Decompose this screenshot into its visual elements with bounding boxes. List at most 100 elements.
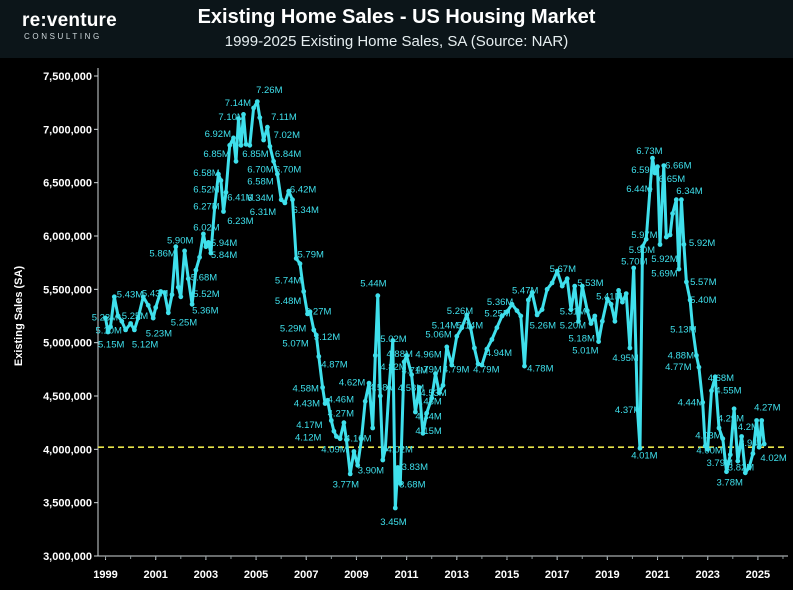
data-label: 4.77M <box>665 362 691 373</box>
data-point <box>631 265 637 271</box>
data-label: 3.82M <box>728 463 754 474</box>
data-label: 4.34M <box>415 411 441 422</box>
y-tick-label: 7,000,000 <box>43 124 92 136</box>
data-point <box>271 158 276 164</box>
data-label: 4.88M <box>668 351 694 362</box>
data-label: 5.97M <box>631 230 657 241</box>
data-label: 3.79M <box>707 458 733 469</box>
x-tick-label: 2005 <box>244 569 268 581</box>
data-point <box>509 301 515 307</box>
data-point <box>616 288 621 293</box>
data-point <box>223 189 229 195</box>
data-point <box>257 115 263 120</box>
data-label: 3.45M <box>380 517 406 528</box>
data-point <box>440 382 446 388</box>
data-label: 5.14M <box>457 321 483 332</box>
data-point <box>724 469 729 475</box>
data-point <box>197 254 203 260</box>
data-point <box>643 236 649 242</box>
data-point <box>623 291 629 296</box>
data-point <box>265 124 270 130</box>
data-label: 6.84M <box>275 149 301 160</box>
data-label: 5.12M <box>314 332 340 343</box>
data-label: 6.27M <box>193 202 219 213</box>
data-point <box>696 364 702 370</box>
data-point <box>178 294 184 300</box>
data-point <box>499 313 505 319</box>
data-label: 4.78M <box>527 363 553 374</box>
data-point <box>366 380 372 386</box>
data-point <box>750 451 756 456</box>
data-point <box>397 481 403 486</box>
data-point <box>227 142 233 148</box>
data-label: 7.14M <box>225 98 251 109</box>
data-point <box>307 309 313 315</box>
data-label: 4.96M <box>415 349 441 360</box>
data-point <box>712 374 718 380</box>
data-label: 5.94M <box>211 238 237 249</box>
x-tick-label: 1999 <box>93 569 117 581</box>
data-point <box>539 307 545 312</box>
data-point <box>549 280 555 286</box>
data-point <box>150 315 156 321</box>
data-point <box>720 436 726 442</box>
data-label: 4.48M <box>415 396 441 407</box>
data-label: 6.58M <box>193 168 219 179</box>
logo-subtitle: CONSULTING <box>24 32 102 41</box>
data-point <box>588 321 594 326</box>
data-label: 4.87M <box>321 360 347 371</box>
data-point <box>416 385 422 390</box>
data-label: 3.68M <box>399 480 425 491</box>
data-label: 5.43M <box>117 290 143 301</box>
y-tick-label: 3,500,000 <box>43 498 92 510</box>
data-point <box>652 170 658 176</box>
data-point <box>173 244 179 250</box>
data-label: 5.20M <box>560 321 586 332</box>
data-label: 5.92M <box>689 238 715 249</box>
data-point <box>293 256 299 261</box>
data-label: 5.86M <box>149 249 175 260</box>
data-point <box>331 428 337 434</box>
data-label: 7.02M <box>274 130 300 141</box>
data-label: 3.90M <box>358 466 384 477</box>
data-label: 4.88M <box>387 349 413 360</box>
data-label: 6.66M <box>665 161 691 172</box>
data-point <box>657 242 663 247</box>
data-point <box>604 296 610 302</box>
data-point <box>742 470 748 476</box>
data-point <box>525 297 531 303</box>
data-label: 5.23M <box>92 313 118 324</box>
reventure-logo: re:venture CONSULTING <box>22 10 132 46</box>
data-point <box>637 445 643 451</box>
data-point <box>108 324 113 330</box>
data-point <box>690 326 696 332</box>
data-point <box>301 289 307 294</box>
x-tick-label: 2021 <box>645 569 669 581</box>
x-tick-label: 2001 <box>143 569 167 581</box>
data-label: 5.18M <box>569 333 595 344</box>
data-label: 6.85M <box>203 149 229 160</box>
data-point <box>746 465 752 470</box>
data-point <box>193 267 199 273</box>
data-label: 5.36M <box>192 306 218 317</box>
data-label: 4.68M <box>708 373 734 384</box>
data-point <box>534 312 540 318</box>
data-point <box>380 457 386 463</box>
data-point <box>464 312 470 318</box>
data-point <box>679 197 684 203</box>
data-point <box>681 242 687 247</box>
data-point <box>694 353 699 358</box>
data-label: 5.41M <box>596 291 622 302</box>
data-point <box>251 105 256 111</box>
data-point <box>261 137 266 143</box>
data-label: 5.26M <box>447 306 473 317</box>
data-point <box>454 333 460 339</box>
data-point <box>328 418 334 423</box>
data-point <box>635 407 640 413</box>
data-point <box>459 325 465 331</box>
data-point <box>429 395 435 401</box>
data-point <box>165 310 171 316</box>
data-point <box>162 290 167 295</box>
data-point <box>756 444 762 450</box>
data-point <box>341 420 347 426</box>
